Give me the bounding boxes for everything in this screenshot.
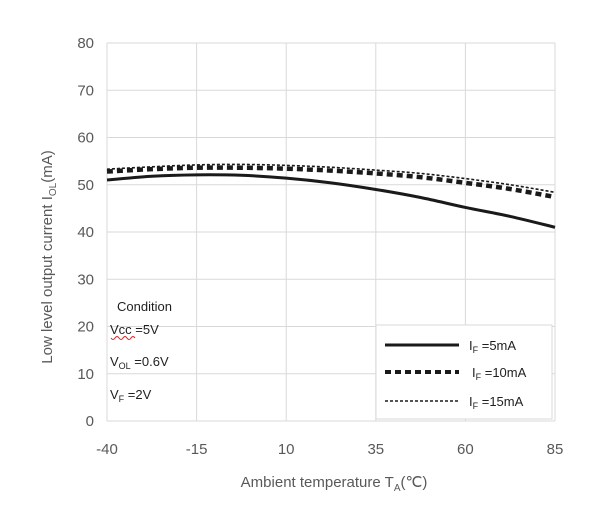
- legend-5ma-sub: F: [473, 345, 479, 355]
- condition-vf-main: V: [110, 387, 119, 402]
- condition-vol: VOL =0.6V: [110, 354, 169, 371]
- series-line-10ma: [106, 165, 556, 200]
- series-line-5ma: [106, 173, 556, 229]
- y-axis-title-main: Low level output current I: [39, 196, 56, 364]
- x-tick-label: 35: [367, 441, 384, 458]
- condition-vol-main: V: [110, 354, 119, 369]
- legend-10ma-sub: F: [476, 372, 482, 382]
- legend-5ma-main: I: [469, 338, 473, 353]
- legend-15ma-rest: =15mA: [478, 394, 523, 409]
- legend-5ma-rest: =5mA: [478, 338, 516, 353]
- y-axis-title: Low level output current IOL(mA): [39, 150, 59, 363]
- legend-label-10ma: IF =10mA: [472, 365, 527, 382]
- y-tick-label: 70: [77, 82, 94, 99]
- condition-vcc: Vcc =5V: [110, 322, 159, 337]
- x-tick-label: 60: [457, 441, 474, 458]
- y-tick-label: 30: [77, 271, 94, 288]
- condition-heading: Condition: [117, 299, 172, 314]
- condition-vf-sub: F: [119, 394, 125, 404]
- y-tick-label: 60: [77, 130, 94, 147]
- y-tick-label: 0: [86, 413, 94, 430]
- y-tick-label: 80: [77, 35, 94, 52]
- y-axis-title-unit: (mA): [39, 150, 56, 183]
- condition-vcc-main: Vcc: [110, 322, 132, 337]
- y-tick-label: 40: [77, 224, 94, 241]
- condition-vol-rest: =0.6V: [131, 354, 169, 369]
- x-axis-title-main: Ambient temperature T: [241, 474, 394, 491]
- y-axis-title-sub: OL: [48, 182, 59, 196]
- y-tick-label: 10: [77, 366, 94, 383]
- y-tick-label: 20: [77, 319, 94, 336]
- legend-label-15ma: IF =15mA: [469, 394, 524, 411]
- legend-15ma-sub: F: [473, 401, 479, 411]
- spellcheck-squiggle: [110, 336, 136, 340]
- x-axis-title: Ambient temperature TA(℃): [241, 474, 428, 494]
- x-tick-label: -40: [96, 441, 118, 458]
- series-layer: [106, 163, 556, 229]
- legend-10ma-main: I: [472, 365, 476, 380]
- condition-vf: VF =2V: [110, 387, 152, 404]
- legend-label-5ma: IF =5mA: [469, 338, 516, 355]
- series-line-15ma: [106, 163, 556, 194]
- legend: IF =5mA IF =10mA IF =15mA: [375, 324, 553, 420]
- x-tick-label: -15: [186, 441, 208, 458]
- axis-layer: 0 10 20 30 40 50 60 70 80 -40 -15 10 35 60 85: [77, 35, 563, 458]
- condition-box: Condition Vcc =5V VOL =0.6V VF =2V: [110, 299, 172, 404]
- legend-15ma-main: I: [469, 394, 473, 409]
- condition-vf-rest: =2V: [124, 387, 151, 402]
- y-tick-label: 50: [77, 177, 94, 194]
- legend-10ma-rest: =10mA: [481, 365, 526, 380]
- x-tick-label: 10: [278, 441, 295, 458]
- x-tick-label: 85: [547, 441, 564, 458]
- condition-vcc-rest: =5V: [132, 322, 159, 337]
- condition-vol-sub: OL: [119, 361, 131, 371]
- x-axis-title-sub: A: [394, 483, 401, 494]
- x-axis-title-unit: (℃): [400, 474, 427, 491]
